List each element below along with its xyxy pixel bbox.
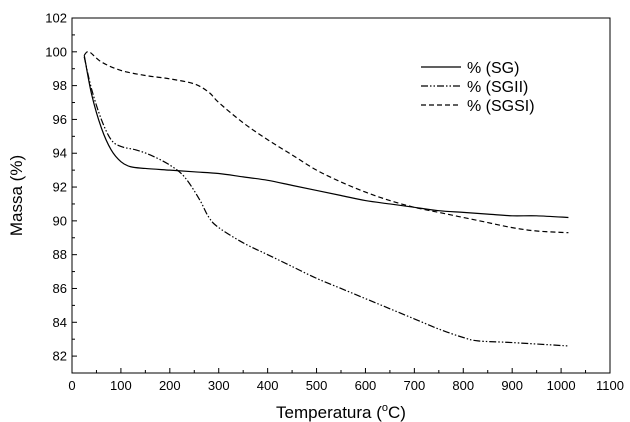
y-tick-label: 90 bbox=[53, 213, 67, 228]
y-tick-label: 82 bbox=[53, 349, 67, 364]
data-lines bbox=[83, 51, 569, 347]
y-tick-label: 84 bbox=[53, 315, 67, 330]
y-tick-label: 92 bbox=[53, 180, 67, 195]
x-axis-title: Temperatura (oC) bbox=[276, 402, 406, 422]
y-tick-label: 86 bbox=[53, 281, 67, 296]
x-tick-label: 900 bbox=[501, 378, 523, 393]
y-tick-label: 96 bbox=[53, 112, 67, 127]
legend: % (SG) % (SGII) % (SGSI) bbox=[421, 60, 535, 115]
y-axis-title: Massa (%) bbox=[7, 155, 26, 236]
series-line-2 bbox=[83, 56, 569, 347]
x-tick-label: 200 bbox=[159, 378, 181, 393]
x-axis-title-superscript: o bbox=[382, 402, 388, 414]
x-tick-label: 700 bbox=[404, 378, 426, 393]
y-tick-label: 88 bbox=[53, 247, 67, 262]
legend-label-1: % (SG) bbox=[467, 60, 519, 77]
series-line-1 bbox=[83, 55, 569, 219]
x-tick-label: 400 bbox=[257, 378, 279, 393]
x-tick-label: 1100 bbox=[596, 378, 624, 393]
y-tick-label: 94 bbox=[53, 146, 67, 161]
x-tick-label: 100 bbox=[110, 378, 132, 393]
x-tick-label: 300 bbox=[208, 378, 230, 393]
legend-label-2: % (SGII) bbox=[467, 79, 528, 96]
x-tick-label: 600 bbox=[355, 378, 377, 393]
legend-label-3: % (SGSI) bbox=[467, 98, 535, 115]
x-tick-label: 0 bbox=[68, 378, 75, 393]
y-tick-label: 100 bbox=[45, 44, 67, 59]
y-tick-label: 102 bbox=[45, 11, 67, 26]
axis-ticks: 0 100 200 300 400 500 600 700 800 900 1000 1100 82 84… bbox=[45, 11, 624, 394]
y-tick-label: 98 bbox=[53, 78, 67, 93]
x-tick-label: 800 bbox=[452, 378, 474, 393]
x-tick-label: 500 bbox=[306, 378, 328, 393]
x-tick-label: 1000 bbox=[547, 378, 576, 393]
